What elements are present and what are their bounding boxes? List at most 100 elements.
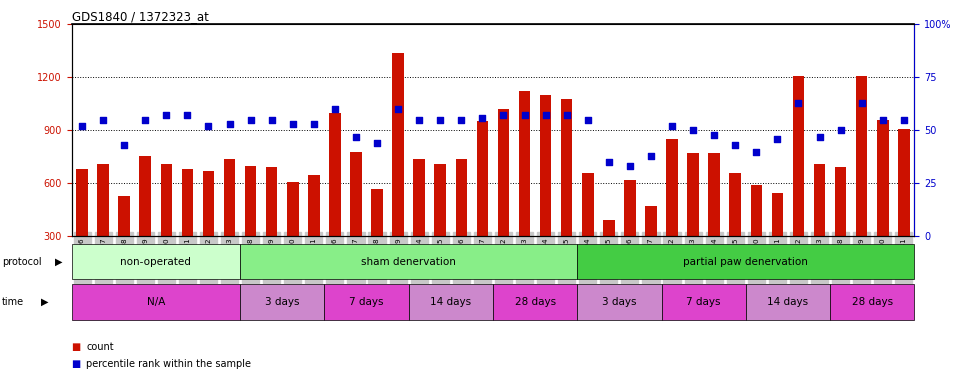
Text: 3 days: 3 days — [602, 297, 637, 307]
Bar — [72, 284, 240, 320]
Text: protocol: protocol — [2, 256, 41, 267]
Point — [432, 117, 448, 123]
Bar — [240, 284, 324, 320]
Text: 7 days: 7 days — [686, 297, 721, 307]
Bar — [414, 159, 425, 236]
Bar — [72, 244, 240, 279]
Text: ■: ■ — [72, 359, 80, 369]
Bar — [662, 284, 746, 320]
Bar — [582, 172, 594, 236]
Bar — [371, 189, 383, 236]
Point — [137, 117, 153, 123]
Point — [306, 121, 321, 127]
Bar — [203, 171, 215, 236]
Point — [496, 112, 512, 118]
Bar — [518, 92, 530, 236]
Point — [516, 112, 532, 118]
Text: partial paw denervation: partial paw denervation — [683, 256, 808, 267]
Bar — [577, 284, 662, 320]
Point — [264, 117, 279, 123]
Bar — [771, 193, 783, 236]
Point — [559, 112, 574, 118]
Point — [707, 132, 722, 138]
Bar — [898, 129, 909, 236]
Text: non-operated: non-operated — [121, 256, 191, 267]
Point — [390, 106, 406, 112]
Bar — [139, 156, 151, 236]
Point — [601, 159, 616, 165]
Point — [117, 142, 132, 148]
Point — [74, 123, 90, 129]
Point — [749, 148, 764, 154]
Bar — [324, 284, 409, 320]
Bar — [456, 159, 467, 236]
Bar — [409, 284, 493, 320]
Bar — [434, 164, 446, 236]
Bar — [76, 169, 88, 236]
Bar — [97, 164, 109, 236]
Point — [412, 117, 427, 123]
Bar — [561, 99, 572, 236]
Point — [875, 117, 891, 123]
Text: 7 days: 7 days — [349, 297, 384, 307]
Bar — [266, 167, 277, 236]
Point — [95, 117, 111, 123]
Bar — [856, 76, 867, 236]
Text: 14 days: 14 days — [767, 297, 808, 307]
Bar — [793, 76, 805, 236]
Point — [285, 121, 301, 127]
Text: ■: ■ — [72, 342, 80, 352]
Point — [643, 153, 659, 159]
Bar — [181, 169, 193, 236]
Point — [221, 121, 237, 127]
Bar — [813, 164, 825, 236]
Bar — [877, 120, 889, 236]
Bar — [476, 122, 488, 236]
Bar — [830, 284, 914, 320]
Text: 3 days: 3 days — [265, 297, 300, 307]
Bar — [603, 220, 614, 236]
Point — [580, 117, 596, 123]
Bar — [746, 284, 830, 320]
Bar — [392, 53, 404, 236]
Text: count: count — [86, 342, 114, 352]
Text: 28 days: 28 days — [514, 297, 556, 307]
Text: GDS1840 / 1372323_at: GDS1840 / 1372323_at — [72, 10, 209, 23]
Text: N/A: N/A — [147, 297, 165, 307]
Point — [243, 117, 259, 123]
Bar — [119, 196, 130, 236]
Bar — [577, 244, 914, 279]
Point — [159, 112, 174, 118]
Bar — [540, 95, 552, 236]
Bar — [308, 176, 319, 236]
Point — [727, 142, 743, 148]
Point — [833, 128, 849, 134]
Point — [179, 112, 195, 118]
Point — [622, 164, 638, 170]
Point — [327, 106, 343, 112]
Point — [791, 100, 807, 106]
Bar — [645, 206, 657, 236]
Bar — [329, 112, 341, 236]
Bar — [350, 152, 362, 236]
Text: ▶: ▶ — [55, 256, 63, 267]
Bar — [498, 109, 510, 236]
Bar — [624, 180, 636, 236]
Point — [538, 112, 554, 118]
Point — [369, 140, 385, 146]
Bar — [729, 172, 741, 236]
Bar — [835, 167, 847, 236]
Point — [664, 123, 680, 129]
Bar — [666, 139, 678, 236]
Point — [685, 128, 701, 134]
Point — [896, 117, 911, 123]
Bar — [687, 153, 699, 236]
Point — [474, 115, 490, 121]
Text: percentile rank within the sample: percentile rank within the sample — [86, 359, 251, 369]
Bar — [245, 166, 257, 236]
Point — [769, 136, 785, 142]
Text: 28 days: 28 days — [852, 297, 893, 307]
Bar — [709, 153, 720, 236]
Bar — [161, 164, 172, 236]
Point — [348, 134, 364, 140]
